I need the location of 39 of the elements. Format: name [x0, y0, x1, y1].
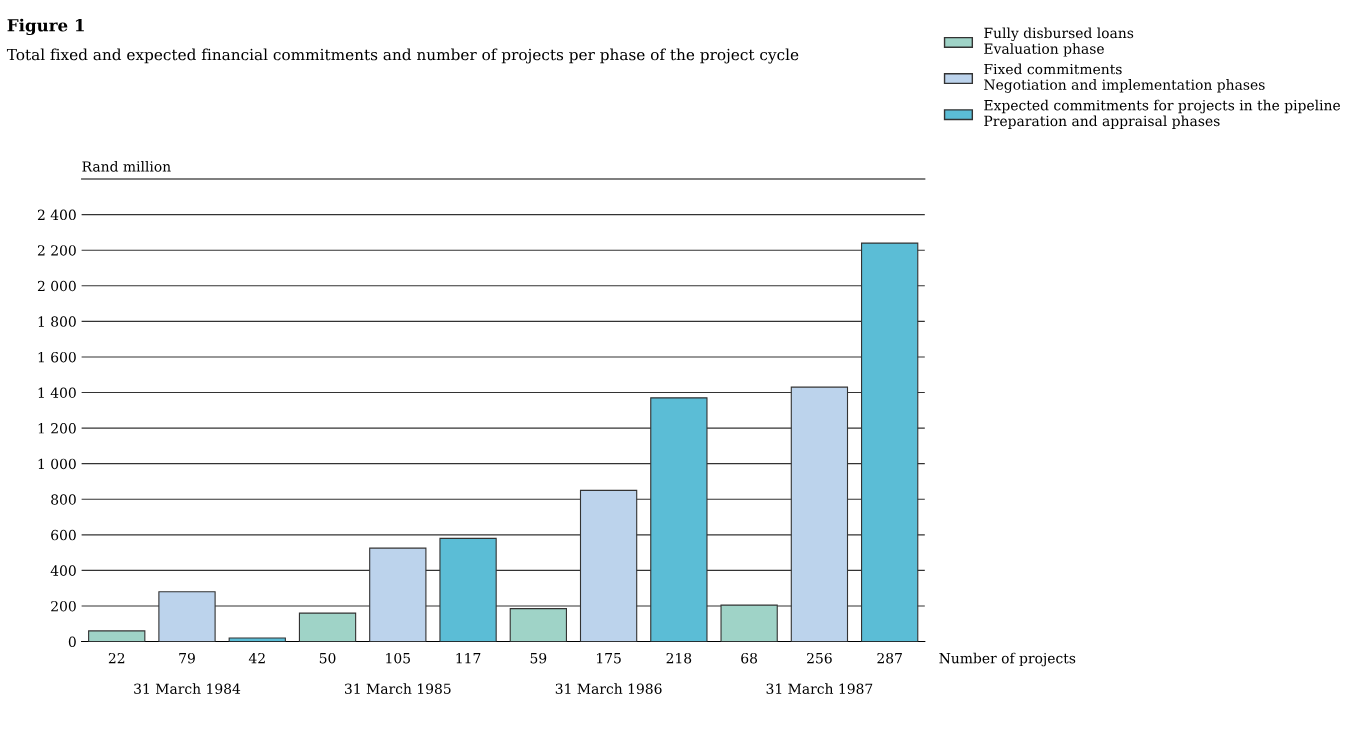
chart-title: Figure 1	[7, 18, 84, 36]
x-tick-label: 256	[807, 652, 832, 664]
x-tick-label: 59	[530, 652, 547, 664]
y-tick-label: 800	[51, 494, 76, 505]
x-tick-label: 175	[597, 652, 621, 664]
x-tick-label: 218	[666, 652, 692, 664]
text: 31 March 1986	[555, 683, 662, 694]
x-tick-label: 22	[108, 652, 125, 664]
text: 31 March 1984	[134, 683, 241, 694]
x-tick-label: 42	[248, 652, 265, 664]
legend-label: Expected commitments for projects in the pipeline Preparation and appraisal phases	[984, 99, 1341, 129]
legend-label: Fully disbursed loans Evaluation phase	[984, 27, 1134, 57]
x-tick-label: 117	[456, 652, 481, 664]
y-tick-label: 0	[68, 636, 76, 648]
y-tick-label: 1 400	[38, 387, 76, 398]
y-tick-label: 2 400	[37, 209, 76, 221]
y-tick-label: 1 600	[38, 351, 76, 363]
x-tick-label: 68	[741, 652, 758, 664]
bar	[88, 630, 146, 642]
y-tick-label: 600	[51, 529, 76, 541]
bar	[298, 612, 357, 642]
y-tick-label: 400	[50, 565, 76, 576]
y-tick-label: 1 800	[38, 316, 76, 327]
x-axis-title: Number of projects	[939, 652, 1076, 667]
x-tick-label: 287	[877, 652, 902, 664]
chart-subtitle: Total fixed and expected financial commitments and number of projects per phase of the project cycle	[6, 48, 799, 64]
bar	[228, 637, 286, 642]
text: 31 March 1985	[345, 683, 451, 694]
y-tick-label: 200	[51, 600, 76, 612]
x-tick-label: 79	[179, 652, 195, 664]
y-tick-label: 1 000	[38, 458, 76, 470]
y-tick-label: 1 200	[38, 423, 76, 434]
legend-label: Fixed commitments Negotiation and implementation phases	[984, 63, 1265, 93]
text: 31 March 1987	[766, 683, 873, 694]
y-tick-label: 2 000	[37, 280, 76, 292]
x-tick-label: 50	[319, 652, 336, 664]
y-axis-title: Rand million	[82, 160, 171, 172]
y-tick-label: 2 200	[37, 245, 76, 256]
x-tick-label: 105	[386, 652, 410, 664]
